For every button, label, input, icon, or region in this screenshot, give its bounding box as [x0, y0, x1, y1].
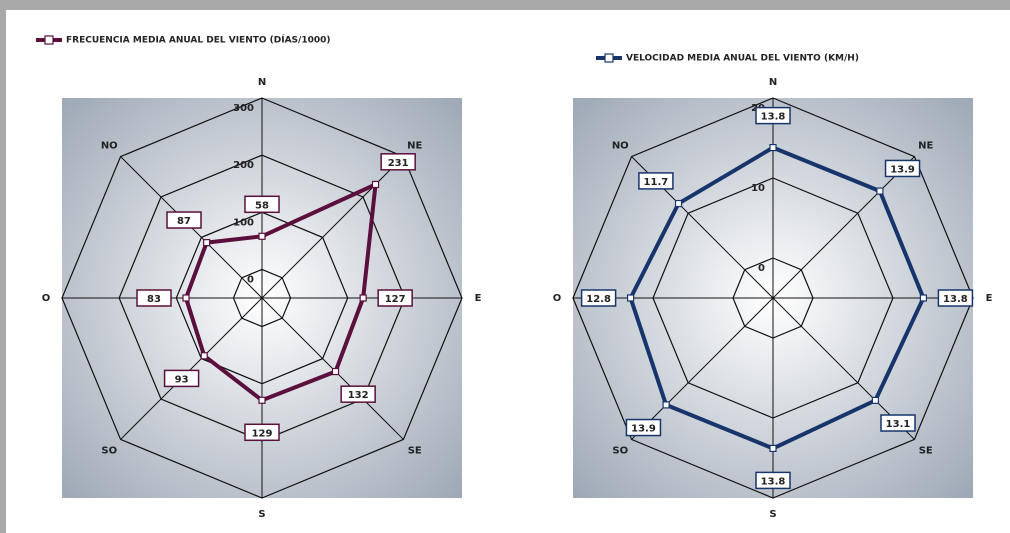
- r-tick-label: 10: [751, 183, 765, 194]
- value-label-box: [163, 369, 200, 388]
- direction-label: SO: [612, 446, 628, 457]
- value-label: 11.7: [644, 177, 669, 188]
- r-tick-label: 200: [233, 160, 254, 171]
- charts: 0100200300NNEESESSOONO582311271321299383…: [36, 34, 993, 520]
- spoke: [772, 156, 915, 299]
- value-label: 13.9: [631, 424, 656, 435]
- direction-label: NE: [407, 140, 422, 151]
- legend-marker: [44, 35, 54, 45]
- value-label-box: [638, 172, 674, 190]
- marker: [258, 396, 266, 404]
- value-label-box: [136, 289, 172, 307]
- value-label-box: [340, 385, 376, 403]
- r-tick-label: 0: [247, 274, 254, 285]
- marker: [674, 199, 683, 208]
- page: 0 100 200 300 N NE E SE S SO O NO 58 231 127 132 129 93 83…: [6, 10, 1010, 533]
- value-label-box: [580, 289, 617, 307]
- spoke: [120, 297, 263, 440]
- direction-label: N: [769, 77, 777, 88]
- r-tick-label: 0: [758, 263, 765, 274]
- marker: [371, 180, 380, 189]
- value-label-box: [884, 159, 921, 178]
- spoke: [631, 297, 774, 440]
- value-label: 129: [252, 428, 273, 439]
- marker: [662, 401, 670, 409]
- value-label: 58: [255, 200, 269, 211]
- value-label: 13.8: [761, 476, 786, 487]
- value-label-box: [755, 471, 791, 490]
- marker: [876, 187, 884, 195]
- value-label-box: [377, 289, 413, 307]
- direction-label: S: [769, 509, 776, 520]
- value-label: 93: [175, 374, 189, 385]
- direction-label: E: [986, 293, 993, 304]
- marker: [871, 396, 879, 404]
- direction-label: N: [258, 77, 266, 88]
- marker: [258, 232, 266, 240]
- marker: [769, 444, 777, 452]
- value-label: 13.8: [761, 112, 786, 123]
- value-label-box: [244, 195, 280, 214]
- direction-label: SE: [408, 446, 422, 457]
- value-label: 83: [147, 294, 161, 305]
- direction-label: E: [475, 293, 482, 304]
- marker: [626, 294, 635, 302]
- value-label-box: [625, 418, 662, 437]
- value-label: 12.8: [586, 294, 611, 305]
- direction-label: O: [553, 293, 562, 304]
- value-label: 87: [177, 216, 191, 227]
- marker: [359, 294, 367, 302]
- value-label: 13.1: [886, 419, 911, 430]
- value-label: 132: [348, 390, 369, 401]
- value-label: 127: [385, 294, 406, 305]
- spoke: [261, 156, 404, 299]
- direction-label: SO: [101, 446, 117, 457]
- legend-label: VELOCIDAD MEDIA ANUAL DEL VIENTO (KM/H): [626, 54, 859, 64]
- value-label-box: [937, 289, 974, 307]
- marker: [331, 367, 340, 376]
- value-label-box: [166, 211, 202, 229]
- value-label: 13.8: [943, 294, 968, 305]
- value-label-box: [380, 153, 416, 171]
- direction-label: NO: [101, 140, 118, 151]
- marker: [182, 294, 190, 302]
- marker: [769, 144, 777, 152]
- marker: [200, 352, 208, 360]
- value-label-box: [755, 106, 791, 125]
- direction-label: S: [258, 509, 265, 520]
- direction-label: O: [42, 293, 51, 304]
- value-label-box: [880, 414, 916, 432]
- direction-label: NE: [918, 140, 933, 151]
- legend-label: FRECUENCIA MEDIA ANUAL DEL VIENTO (DÍAS/…: [66, 34, 331, 46]
- value-label: 13.9: [890, 164, 915, 175]
- direction-label: NO: [612, 140, 629, 151]
- value-label-box: [244, 423, 280, 442]
- direction-label: SE: [919, 446, 933, 457]
- r-tick-label: 300: [233, 103, 254, 114]
- legend-marker: [604, 53, 614, 63]
- marker: [919, 294, 928, 302]
- value-label: 231: [388, 158, 409, 169]
- marker: [203, 239, 211, 247]
- r-tick-label: 100: [233, 217, 254, 228]
